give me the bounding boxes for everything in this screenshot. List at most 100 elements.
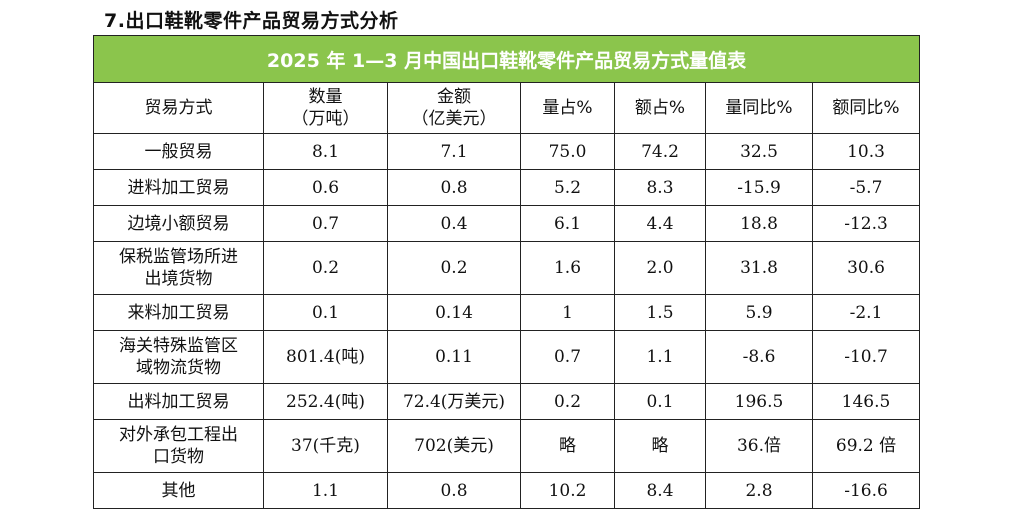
trade-mode-text: 边境小额贸易 bbox=[127, 213, 230, 234]
amt-share-cell: 8.3 bbox=[614, 169, 706, 206]
header-amt-yoy: 额同比% bbox=[811, 82, 921, 134]
table-row: 边境小额贸易 0.7 0.4 6.1 4.4 18.8 -12.3 bbox=[93, 205, 921, 242]
amt-share-cell: 0.1 bbox=[614, 383, 706, 420]
trade-mode-text: 海关特殊监管区 bbox=[119, 336, 238, 356]
header-text: 额占% bbox=[634, 98, 686, 118]
qty-share-cell: 6.1 bbox=[520, 205, 615, 242]
amt-share-cell: 略 bbox=[614, 419, 706, 473]
amt-share-cell: 8.4 bbox=[614, 472, 706, 509]
amount-cell: 0.4 bbox=[387, 205, 521, 242]
table-row: 保税监管场所进 出境货物 0.2 0.2 1.6 2.0 31.8 30.6 bbox=[93, 241, 921, 295]
amt-yoy-cell: -10.7 bbox=[811, 330, 921, 384]
quantity-cell: 8.1 bbox=[263, 133, 388, 170]
amt-share-cell: 74.2 bbox=[614, 133, 706, 170]
trade-mode-text: 保税监管场所进 bbox=[119, 247, 238, 267]
amt-share-cell: 1.5 bbox=[614, 294, 706, 331]
trade-mode-cell: 出料加工贸易 bbox=[93, 383, 264, 420]
header-text: 量同比% bbox=[725, 98, 793, 118]
qty-yoy-cell: 2.8 bbox=[705, 472, 813, 509]
header-quantity: 数量 （万吨） bbox=[263, 82, 388, 134]
qty-yoy-cell: 196.5 bbox=[705, 383, 813, 420]
qty-share-cell: 0.7 bbox=[520, 330, 615, 384]
amt-yoy-cell: 10.3 bbox=[811, 133, 921, 170]
qty-yoy-cell: 31.8 bbox=[705, 241, 813, 295]
header-text: 金额 bbox=[437, 87, 471, 107]
qty-yoy-cell: 36.倍 bbox=[705, 419, 813, 473]
qty-share-cell: 1 bbox=[520, 294, 615, 331]
header-text: 量占% bbox=[542, 98, 593, 118]
trade-mode-cell: 其他 bbox=[93, 472, 264, 509]
trade-mode-text: 域物流货物 bbox=[136, 358, 221, 378]
amount-cell: 0.2 bbox=[387, 241, 521, 295]
amount-cell: 702(美元) bbox=[387, 419, 521, 473]
qty-share-cell: 略 bbox=[520, 419, 615, 473]
header-text: 数量 bbox=[308, 87, 343, 107]
trade-mode-cell: 对外承包工程出 口货物 bbox=[93, 419, 264, 473]
header-amount: 金额 （亿美元） bbox=[387, 82, 521, 134]
trade-mode-cell: 海关特殊监管区 域物流货物 bbox=[93, 330, 264, 384]
header-qty-yoy: 量同比% bbox=[705, 82, 813, 134]
amt-yoy-cell: 69.2 倍 bbox=[811, 419, 921, 473]
amount-cell: 0.8 bbox=[387, 472, 521, 509]
amt-share-cell: 2.0 bbox=[614, 241, 706, 295]
trade-mode-text: 一般贸易 bbox=[144, 141, 213, 162]
table-row: 海关特殊监管区 域物流货物 801.4(吨) 0.11 0.7 1.1 -8.6 -10.7 bbox=[93, 330, 921, 384]
quantity-cell: 0.7 bbox=[263, 205, 388, 242]
amount-cell: 0.11 bbox=[387, 330, 521, 384]
trade-mode-cell: 来料加工贸易 bbox=[93, 294, 264, 331]
trade-mode-cell: 一般贸易 bbox=[93, 133, 264, 170]
amount-cell: 7.1 bbox=[387, 133, 521, 170]
amt-yoy-cell: -12.3 bbox=[811, 205, 921, 242]
header-qty-share: 量占% bbox=[520, 82, 615, 134]
quantity-cell: 1.1 bbox=[263, 472, 388, 509]
amount-cell: 0.8 bbox=[387, 169, 521, 206]
trade-mode-text: 出料加工贸易 bbox=[127, 391, 230, 412]
quantity-cell: 0.6 bbox=[263, 169, 388, 206]
quantity-cell: 801.4(吨) bbox=[263, 330, 388, 384]
table-row: 一般贸易 8.1 7.1 75.0 74.2 32.5 10.3 bbox=[93, 133, 921, 170]
table-header-row: 贸易方式 数量 （万吨） 金额 （亿美元） 量占% 额占% 量同比% 额同比% bbox=[93, 82, 921, 134]
amt-share-cell: 4.4 bbox=[614, 205, 706, 242]
quantity-cell: 0.1 bbox=[263, 294, 388, 331]
quantity-cell: 252.4(吨) bbox=[263, 383, 388, 420]
quantity-cell: 37(千克) bbox=[263, 419, 388, 473]
qty-share-cell: 0.2 bbox=[520, 383, 615, 420]
amt-yoy-cell: -2.1 bbox=[811, 294, 921, 331]
trade-mode-text: 其他 bbox=[161, 480, 196, 501]
qty-yoy-cell: -15.9 bbox=[705, 169, 813, 206]
qty-share-cell: 1.6 bbox=[520, 241, 615, 295]
amt-yoy-cell: 30.6 bbox=[811, 241, 921, 295]
trade-mode-text: 出境货物 bbox=[144, 269, 213, 289]
amt-yoy-cell: -16.6 bbox=[811, 472, 921, 509]
amt-yoy-cell: -5.7 bbox=[811, 169, 921, 206]
table-row: 来料加工贸易 0.1 0.14 1 1.5 5.9 -2.1 bbox=[93, 294, 921, 331]
section-heading: 7.出口鞋靴零件产品贸易方式分析 bbox=[104, 10, 399, 32]
qty-share-cell: 5.2 bbox=[520, 169, 615, 206]
quantity-cell: 0.2 bbox=[263, 241, 388, 295]
table-title-row: 2025 年 1—3 月中国出口鞋靴零件产品贸易方式量值表 bbox=[92, 35, 921, 83]
trade-mode-text: 对外承包工程出 bbox=[119, 425, 238, 445]
qty-yoy-cell: -8.6 bbox=[705, 330, 813, 384]
qty-yoy-cell: 5.9 bbox=[705, 294, 813, 331]
amt-yoy-cell: 146.5 bbox=[811, 383, 921, 420]
amount-cell: 0.14 bbox=[387, 294, 521, 331]
amt-share-cell: 1.1 bbox=[614, 330, 706, 384]
trade-mode-text: 进料加工贸易 bbox=[127, 177, 230, 198]
table-row: 对外承包工程出 口货物 37(千克) 702(美元) 略略 36.倍 69.2 倍 bbox=[93, 419, 921, 473]
header-trade-mode: 贸易方式 bbox=[93, 82, 264, 134]
table-title: 2025 年 1—3 月中国出口鞋靴零件产品贸易方式量值表 bbox=[92, 35, 921, 83]
header-text: 额同比% bbox=[832, 98, 900, 118]
trade-mode-cell: 进料加工贸易 bbox=[93, 169, 264, 206]
trade-mode-text: 来料加工贸易 bbox=[127, 302, 230, 323]
qty-yoy-cell: 32.5 bbox=[705, 133, 813, 170]
qty-yoy-cell: 18.8 bbox=[705, 205, 813, 242]
qty-share-cell: 10.2 bbox=[520, 472, 615, 509]
amount-cell: 72.4(万美元) bbox=[387, 383, 521, 420]
trade-mode-cell: 边境小额贸易 bbox=[93, 205, 264, 242]
table-row: 进料加工贸易 0.6 0.8 5.2 8.3 -15.9 -5.7 bbox=[93, 169, 921, 206]
table-row: 其他 1.1 0.8 10.2 8.4 2.8 -16.6 bbox=[93, 472, 921, 509]
header-text: 贸易方式 bbox=[144, 98, 213, 118]
table-row: 出料加工贸易 252.4(吨) 72.4(万美元) 0.2 0.1 196.5 146.5 bbox=[93, 383, 921, 420]
trade-mode-table: 2025 年 1—3 月中国出口鞋靴零件产品贸易方式量值表 贸易方式 数量 （万吨）… bbox=[92, 35, 921, 509]
trade-mode-text: 口货物 bbox=[153, 447, 204, 467]
